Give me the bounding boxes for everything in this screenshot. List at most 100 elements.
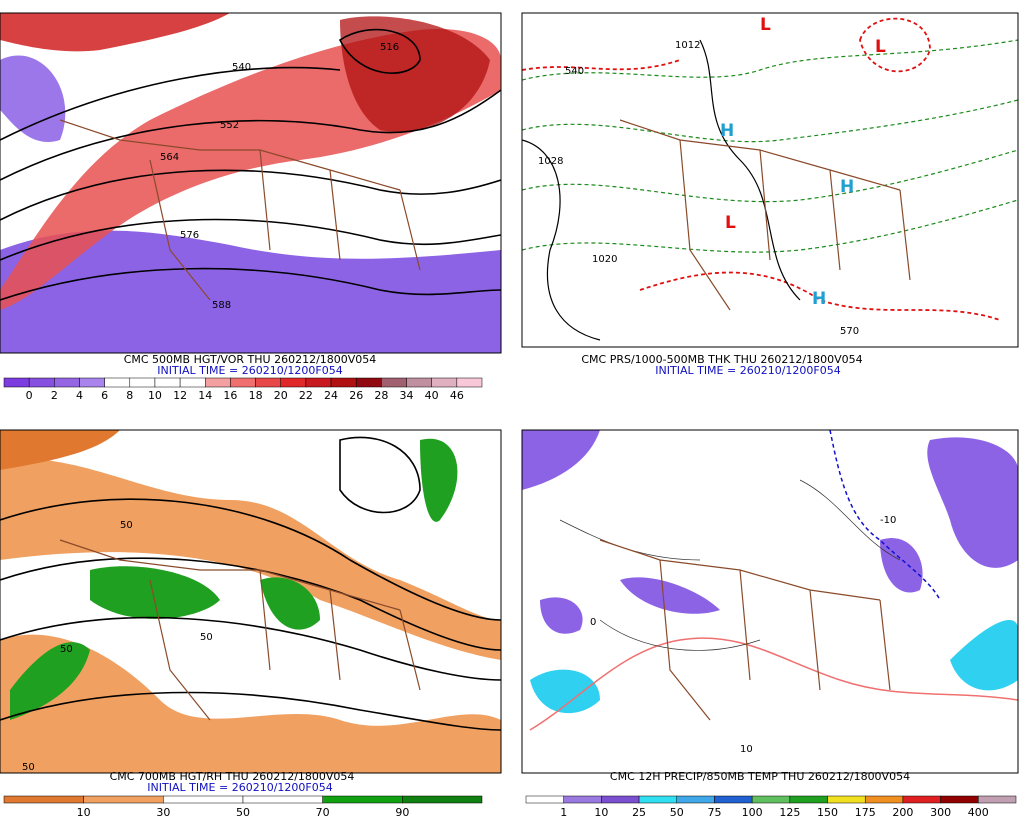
contour-label: 576 bbox=[180, 230, 199, 241]
colorbar-swatch bbox=[3, 377, 30, 388]
vorticity-fill bbox=[340, 16, 490, 132]
colorbar-swatch bbox=[242, 795, 323, 804]
colorbar-label: 6 bbox=[101, 389, 108, 402]
colorbar-swatch bbox=[456, 377, 483, 388]
initial-time: INITIAL TIME = 260210/1200F054 bbox=[655, 364, 840, 377]
thickness-line bbox=[522, 59, 1001, 321]
humidity-fill bbox=[420, 438, 458, 522]
humidity-fill bbox=[10, 642, 90, 720]
colorbar-swatch bbox=[902, 795, 941, 804]
height-contour bbox=[0, 89, 501, 181]
map-background bbox=[522, 430, 1018, 773]
colorbar-swatch bbox=[676, 795, 715, 804]
vorticity-fill bbox=[0, 13, 230, 52]
precip-fill bbox=[950, 620, 1018, 691]
colorbar-label: 300 bbox=[930, 806, 951, 819]
colorbar-label: 18 bbox=[249, 389, 263, 402]
height-contour bbox=[0, 267, 501, 301]
colorbar-swatch bbox=[864, 795, 904, 804]
colorbar-swatch bbox=[79, 377, 105, 388]
colorbar-label: 4 bbox=[76, 389, 83, 402]
colorbar-label: 400 bbox=[968, 806, 989, 819]
colorbar-swatch bbox=[163, 795, 244, 804]
isobar-label: 1028 bbox=[538, 156, 563, 167]
isobar bbox=[522, 39, 801, 341]
colorbar-swatch bbox=[54, 377, 80, 388]
colorbar-label: 150 bbox=[817, 806, 838, 819]
colorbar-swatch bbox=[978, 795, 1017, 804]
colorbar-swatch bbox=[714, 795, 753, 804]
height-contour bbox=[339, 436, 421, 514]
contour-label: 50 bbox=[60, 644, 73, 655]
thickness-label: 570 bbox=[840, 326, 859, 337]
colorbar-swatch bbox=[940, 795, 979, 804]
colorbar-label: 22 bbox=[299, 389, 313, 402]
colorbar-label: 10 bbox=[77, 806, 91, 819]
colorbar-swatch bbox=[154, 377, 181, 388]
colorbar-label: 75 bbox=[707, 806, 721, 819]
panel-500mb-map: 552 564 576 588 540 516 bbox=[0, 13, 501, 353]
colorbar-swatch bbox=[789, 795, 828, 804]
colorbar-swatch bbox=[638, 795, 678, 804]
contour-label: 516 bbox=[380, 42, 399, 53]
vorticity-fill bbox=[0, 55, 66, 143]
colorbar-swatch bbox=[179, 377, 206, 388]
colorbar-label: 8 bbox=[126, 389, 133, 402]
colorbar-label: 175 bbox=[855, 806, 876, 819]
colorbar-swatch bbox=[83, 795, 164, 804]
colorbar-label: 30 bbox=[156, 806, 170, 819]
colorbar-swatch bbox=[381, 377, 407, 388]
borders bbox=[619, 119, 911, 311]
panel-caption: CMC 12H PRECIP/850MB TEMP THU 260212/180… bbox=[610, 770, 910, 783]
colorbar-label: 90 bbox=[395, 806, 409, 819]
colorbar-swatch bbox=[280, 377, 307, 388]
colorbar-label: 2 bbox=[51, 389, 58, 402]
temp-label: 10 bbox=[740, 744, 753, 755]
thickness-label: 540 bbox=[565, 66, 584, 77]
humidity-fill bbox=[90, 566, 220, 619]
contour-label: 564 bbox=[160, 152, 179, 163]
colorbar-swatch bbox=[406, 377, 432, 388]
colorbar-swatch bbox=[330, 377, 357, 388]
height-contour bbox=[0, 616, 501, 681]
map-frame bbox=[521, 429, 1019, 774]
colorbar-label: 40 bbox=[425, 389, 439, 402]
humidity-fill bbox=[0, 458, 501, 660]
height-contour bbox=[0, 691, 501, 731]
colorbar-label: 26 bbox=[349, 389, 363, 402]
initial-time: INITIAL TIME = 260210/1200F054 bbox=[157, 364, 342, 377]
colorbar-swatch bbox=[563, 795, 602, 804]
height-contour bbox=[0, 169, 501, 221]
humidity-fill bbox=[0, 634, 501, 773]
map-background bbox=[522, 13, 1018, 347]
thickness-contour bbox=[522, 199, 1018, 253]
low-marker: L bbox=[725, 213, 736, 233]
contour-label: 50 bbox=[22, 762, 35, 773]
thickness-contour bbox=[522, 39, 1018, 81]
temp-label: -10 bbox=[880, 515, 896, 526]
low-marker: L bbox=[875, 37, 886, 57]
colorbar-swatch bbox=[827, 795, 866, 804]
temp-contour bbox=[829, 430, 941, 601]
colorbar-label: 125 bbox=[779, 806, 800, 819]
colorbar-label: 12 bbox=[173, 389, 187, 402]
initial-time: INITIAL TIME = 260210/1200F054 bbox=[147, 781, 332, 794]
colorbar-label: 10 bbox=[594, 806, 608, 819]
colorbar-label: 50 bbox=[670, 806, 684, 819]
high-marker: H bbox=[720, 121, 734, 141]
panel-precip-map: -10 10 0 bbox=[522, 430, 1018, 773]
colorbar-swatch bbox=[751, 795, 791, 804]
isobar-label: 1012 bbox=[675, 40, 700, 51]
panel-caption: CMC 700MB HGT/RH THU 260212/1800V054 bbox=[110, 770, 355, 783]
height-contour bbox=[0, 218, 501, 261]
colorbar-label: 46 bbox=[450, 389, 464, 402]
panel-700mb-map: 50 50 50 50 bbox=[0, 430, 501, 773]
colorbar-label: 70 bbox=[316, 806, 330, 819]
colorbar-label: 16 bbox=[223, 389, 237, 402]
temp-contour bbox=[529, 637, 1018, 731]
colorbar-label: 28 bbox=[374, 389, 388, 402]
colorbar-swatch bbox=[205, 377, 231, 388]
colorbar-swatch bbox=[28, 377, 55, 388]
humidity-fill bbox=[260, 577, 320, 630]
